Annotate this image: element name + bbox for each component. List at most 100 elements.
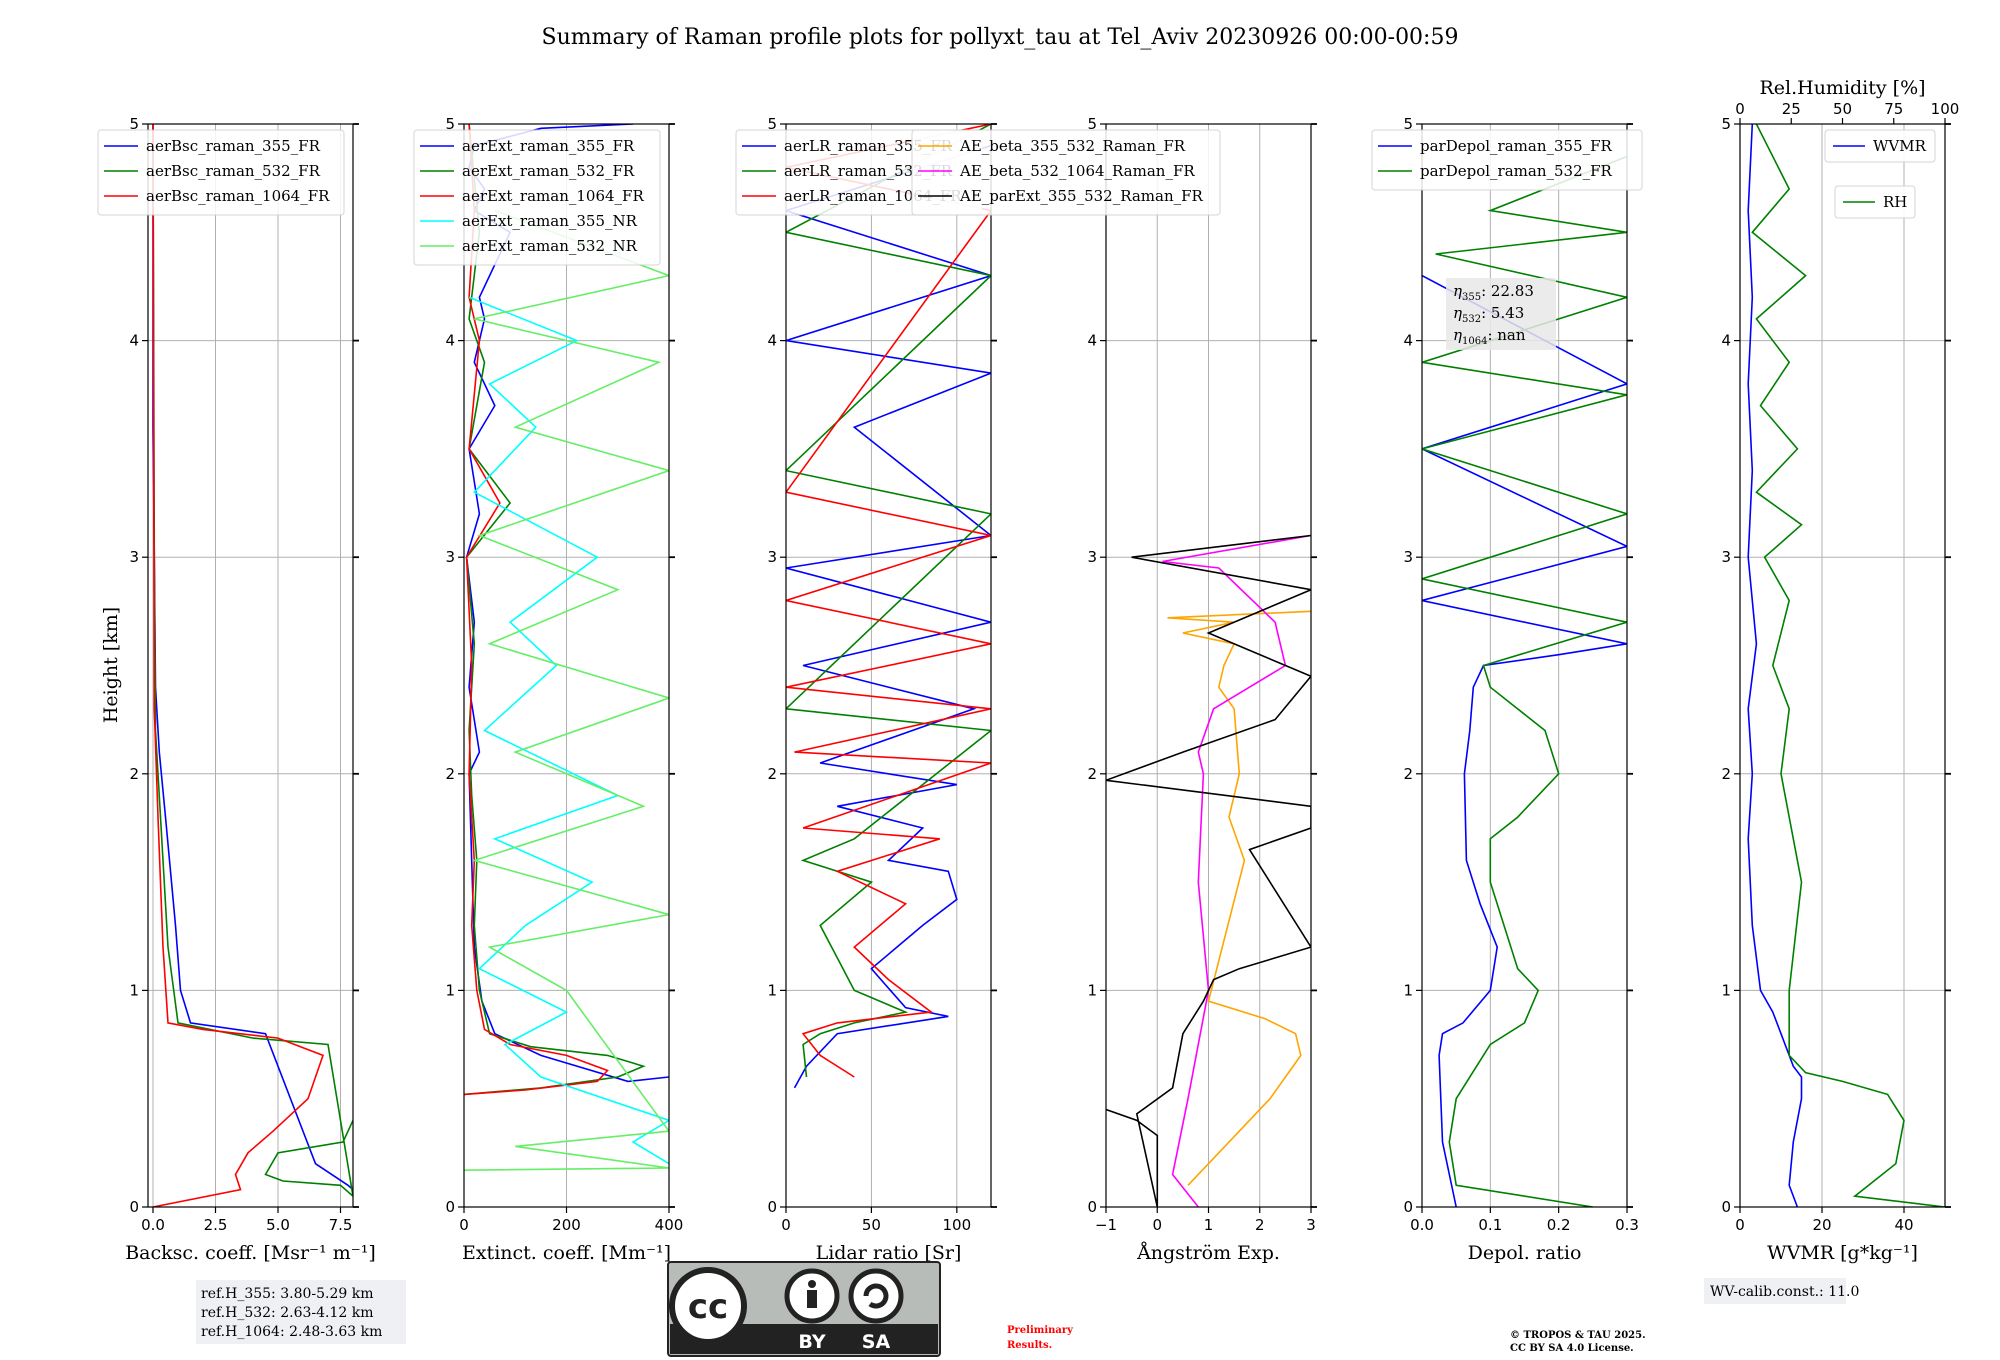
x-axis-label-ae: Ångström Exp. (1136, 1242, 1280, 1264)
x-tick-label: 0.0 (1410, 1216, 1434, 1234)
axes-frame (1739, 123, 1946, 1208)
top-x-tick-label: 50 (1833, 100, 1852, 118)
wv-calib-const: WV-calib.const.: 11.0 (1710, 1284, 1859, 1300)
x-axis-label-ext: Extinct. coeff. [Mm⁻¹] (462, 1242, 671, 1264)
eta355-value: : 22.83 (1481, 282, 1534, 300)
eta1064-value: : nan (1487, 326, 1525, 344)
series-group (1747, 124, 1945, 1207)
y-tick-label: 2 (1721, 765, 1731, 783)
y-tick-label: 5 (1087, 115, 1097, 133)
y-tick-label: 2 (767, 765, 777, 783)
legend-label: aerExt_raman_1064_FR (462, 187, 644, 205)
x-tick-label: 0 (459, 1216, 469, 1234)
legend-box (1371, 129, 1643, 191)
y-tick-label: 0 (129, 1198, 139, 1216)
svg-text:η355: 22.83: η355: 22.83 (1453, 282, 1534, 303)
y-tick-label: 1 (445, 981, 455, 999)
y-tick-label: 4 (1087, 332, 1097, 350)
y-tick-label: 2 (129, 765, 139, 783)
legend-label: aerExt_raman_532_NR (462, 237, 638, 255)
y-tick-label: 4 (767, 332, 777, 350)
x-tick-label: 3 (1306, 1216, 1316, 1234)
y-tick-label: 1 (1721, 981, 1731, 999)
y-tick-label: 5 (1721, 115, 1731, 133)
series-group (1422, 155, 1627, 1207)
legend-label: AE_parExt_355_532_Raman_FR (959, 187, 1204, 205)
x-tick-label: 50 (862, 1216, 881, 1234)
series-line-AE_beta_355_532_Raman_FR (1167, 610, 1311, 1186)
x-tick-label: −1 (1095, 1216, 1117, 1234)
legend-box (1824, 129, 1936, 163)
series-line-aerExt_raman_532_NR (464, 209, 669, 1171)
legend-box (413, 129, 661, 266)
series-line-aerLR_raman_355_FR (786, 144, 991, 1089)
series-line-WVMR (1747, 124, 1803, 1207)
copyright-line2: CC BY SA 4.0 License. (1510, 1343, 1634, 1354)
series-line-aerBsc_raman_355_FR (152, 124, 353, 1191)
series-line-parDepol_raman_355_FR (1422, 274, 1627, 1207)
x-tick-label: 400 (655, 1216, 684, 1234)
eta-annotation: η355: 22.83 η532: 5.43 η1064: nan (1446, 278, 1556, 350)
x-tick-label: 2 (1255, 1216, 1265, 1234)
top-x-tick-label: 75 (1884, 100, 1903, 118)
x-tick-label: 0 (1735, 1216, 1745, 1234)
preliminary-line2: Results. (1007, 1340, 1052, 1351)
y-tick-label: 3 (1403, 548, 1413, 566)
y-tick-label: 5 (1403, 115, 1413, 133)
x-tick-label: 0 (781, 1216, 791, 1234)
axes-frame (147, 123, 354, 1208)
cc-license-badge: cc BY SA (667, 1261, 941, 1357)
top-x-tick-label: 25 (1782, 100, 1801, 118)
legend-label: AE_beta_532_1064_Raman_FR (959, 162, 1195, 180)
series-line-aerExt_raman_1064_FR (464, 124, 609, 1096)
cc-icon (669, 1267, 747, 1345)
top-x-tick-label: 100 (1931, 100, 1960, 118)
x-tick-label: 0 (1152, 1216, 1162, 1234)
y-tick-label: 1 (1087, 981, 1097, 999)
y-tick-label: 3 (767, 548, 777, 566)
series-line-aerBsc_raman_532_FR (152, 124, 353, 1198)
y-tick-label: 0 (1721, 1198, 1731, 1216)
y-tick-label: 4 (1721, 332, 1731, 350)
x-axis-label-bsc: Backsc. coeff. [Msr⁻¹ m⁻¹] (125, 1242, 376, 1264)
y-tick-label: 1 (129, 981, 139, 999)
svg-text:η532: 5.43: η532: 5.43 (1453, 304, 1524, 325)
legend-label: aerBsc_raman_532_FR (146, 162, 321, 180)
y-axis-label: Height [km] (100, 607, 122, 723)
share-alike-icon (848, 1268, 904, 1324)
series-group (464, 124, 669, 1171)
y-tick-label: 0 (1403, 1198, 1413, 1216)
x-tick-label: 0.2 (1547, 1216, 1571, 1234)
legend-label: aerLR_raman_532_FR (784, 162, 953, 180)
legend-label: aerLR_raman_355_FR (784, 137, 953, 155)
copyright-line1: © TROPOS & TAU 2025. (1510, 1330, 1646, 1341)
ref-height-1064: ref.H_1064: 2.48-3.63 km (201, 1324, 382, 1340)
ref-height-355: ref.H_355: 3.80-5.29 km (201, 1286, 374, 1302)
sa-label: SA (862, 1331, 891, 1353)
y-tick-label: 0 (767, 1198, 777, 1216)
series-line-AE_beta_532_1064_Raman_FR (1162, 534, 1311, 1207)
y-tick-label: 3 (129, 548, 139, 566)
axes-frame (785, 123, 992, 1208)
y-tick-label: 0 (445, 1198, 455, 1216)
panel-bsc: 0 1 2 3 4 5 0.0 2.5 5.0 7.5 Backsc. coeff. [Msr⁻¹ … (97, 115, 376, 1264)
legend-box (911, 129, 1221, 216)
eta532-symbol: η (1453, 304, 1462, 322)
legend-label: WVMR (1873, 137, 1927, 155)
x-axis-label-lr: Lidar ratio [Sr] (816, 1242, 962, 1264)
x-tick-label: 7.5 (329, 1216, 353, 1234)
x-tick-label: 1 (1204, 1216, 1214, 1234)
x-tick-label: 100 (943, 1216, 972, 1234)
legend-label: parDepol_raman_355_FR (1420, 137, 1613, 155)
eta355-sub: 355 (1462, 292, 1481, 303)
preliminary-line1: Preliminary (1007, 1325, 1074, 1336)
top-x-tick-label: 0 (1735, 100, 1745, 118)
series-line-aerExt_raman_355_NR (468, 296, 669, 1165)
y-tick-label: 0 (1087, 1198, 1097, 1216)
axes-frame (1421, 123, 1628, 1208)
legend-label: aerExt_raman_355_NR (462, 212, 638, 230)
y-tick-label: 5 (129, 115, 139, 133)
series-group (1106, 534, 1311, 1207)
